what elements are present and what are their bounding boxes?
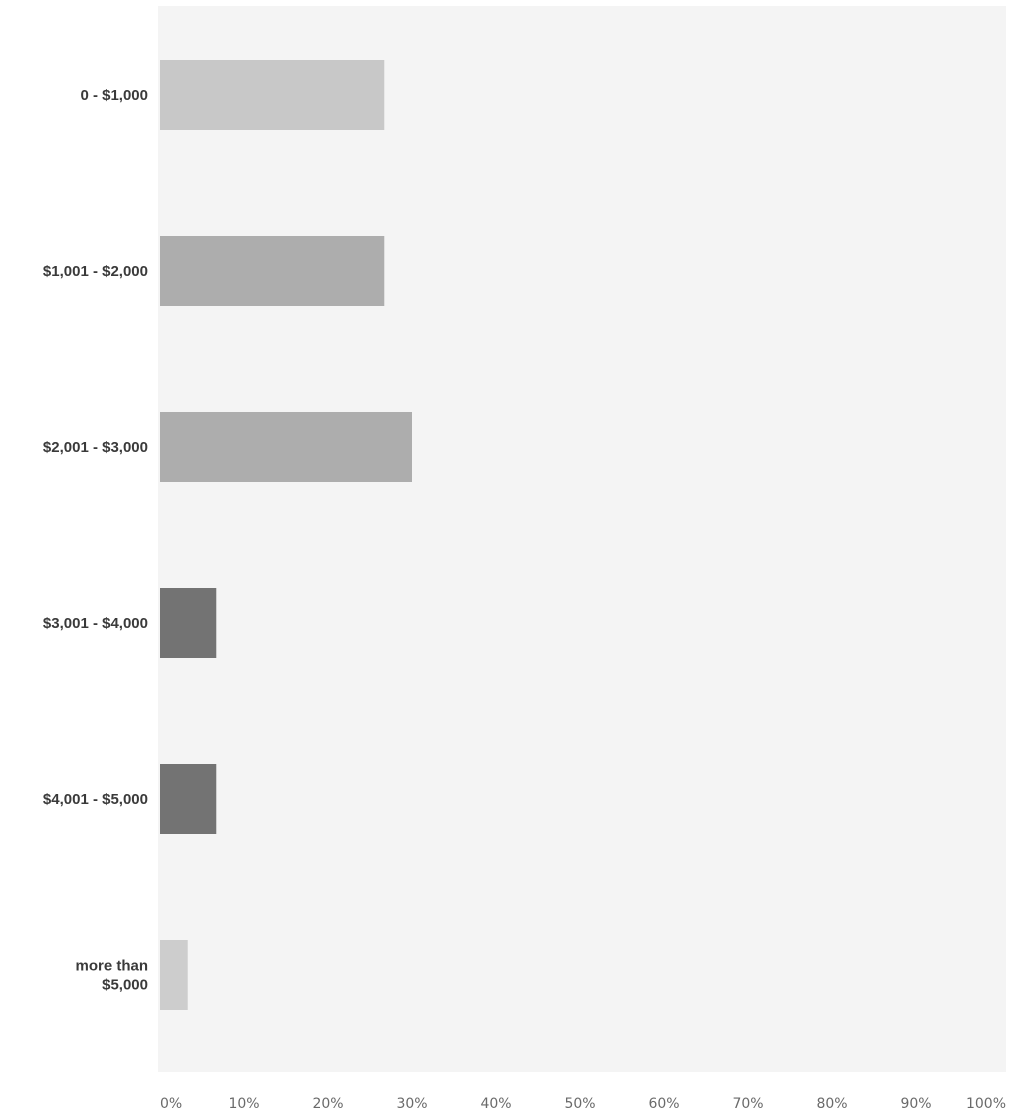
category-label-line: more than: [75, 958, 148, 975]
x-tick-label: 40%: [480, 1096, 511, 1112]
plot-area: [158, 6, 1006, 1072]
category-label: 0 - $1,000: [80, 87, 148, 104]
x-tick-label: 70%: [732, 1096, 763, 1112]
category-label-line: 0 - $1,000: [80, 87, 148, 104]
x-tick-label: 80%: [816, 1096, 847, 1112]
bar: [160, 236, 385, 306]
x-tick-label: 30%: [396, 1096, 427, 1112]
x-tick-label: 20%: [312, 1096, 343, 1112]
category-label-line: $5,000: [102, 977, 148, 994]
category-label: $2,001 - $3,000: [43, 439, 148, 456]
bar: [160, 764, 217, 834]
bar: [160, 588, 217, 658]
category-label-line: $1,001 - $2,000: [43, 263, 148, 280]
x-tick-label: 10%: [228, 1096, 259, 1112]
category-label: more than $5,000: [75, 958, 148, 994]
x-tick-label: 100%: [966, 1096, 1006, 1112]
category-label-line: $3,001 - $4,000: [43, 615, 148, 632]
category-label: $3,001 - $4,000: [43, 615, 148, 632]
x-tick-label: 90%: [900, 1096, 931, 1112]
bar: [160, 412, 412, 482]
x-tick-label: 60%: [648, 1096, 679, 1112]
category-label-line: $4,001 - $5,000: [43, 791, 148, 808]
category-label-line: $2,001 - $3,000: [43, 439, 148, 456]
category-label: $4,001 - $5,000: [43, 791, 148, 808]
category-label: $1,001 - $2,000: [43, 263, 148, 280]
x-tick-label: 50%: [564, 1096, 595, 1112]
x-tick-label: 0%: [160, 1096, 182, 1112]
bar: [160, 940, 188, 1010]
bar: [160, 60, 385, 130]
